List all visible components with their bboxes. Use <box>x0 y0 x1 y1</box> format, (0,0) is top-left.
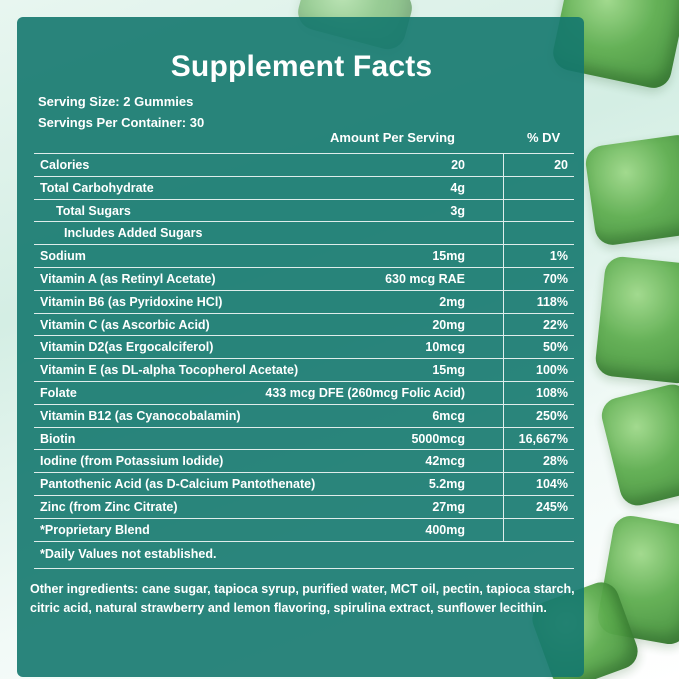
column-divider <box>503 359 504 381</box>
nutrient-amount: 433 mcg DFE (260mcg Folic Acid) <box>265 385 465 400</box>
nutrient-name: Vitamin C (as Ascorbic Acid) <box>40 317 210 332</box>
column-divider <box>503 404 504 427</box>
nutrient-dv: 245% <box>536 499 568 514</box>
nutrient-amount: 27mg <box>432 499 465 514</box>
other-ingredients-label: Other ingredients: <box>30 582 139 596</box>
column-divider <box>503 313 504 336</box>
nutrient-row: Sodium 15mg 1% <box>34 244 574 267</box>
nutrient-row: Iodine (from Potassium Iodide) 42mcg 28% <box>34 449 574 473</box>
nutrient-row: Pantothenic Acid (as D-Calcium Pantothen… <box>34 472 574 495</box>
column-divider <box>503 427 504 450</box>
nutrient-row: Vitamin B6 (as Pyridoxine HCl) 2mg 118% <box>34 289 574 313</box>
nutrient-name: Biotin <box>40 431 76 446</box>
nutrient-amount: 5000mcg <box>411 431 465 446</box>
nutrient-dv: 50% <box>542 340 568 355</box>
nutrient-amount: 10mcg <box>425 340 465 355</box>
nutrient-dv: 104% <box>536 477 568 492</box>
nutrient-row: Biotin 5000mcg 16,667% <box>34 426 574 450</box>
nutrient-dv: 118% <box>536 294 568 309</box>
nutrient-table: Calories 20 20 Total Carbohydrate 4g Total Su… <box>34 153 574 542</box>
amount-column-header: Amount Per Serving <box>330 130 455 145</box>
column-divider <box>503 473 504 495</box>
nutrient-name: Includes Added Sugars <box>64 226 203 241</box>
dv-column-header: % DV <box>527 130 561 145</box>
nutrient-name: Zinc (from Zinc Citrate) <box>40 499 178 514</box>
nutrient-name: Pantothenic Acid (as D-Calcium Pantothen… <box>40 477 316 492</box>
nutrient-dv: 100% <box>536 363 568 378</box>
column-divider <box>503 336 504 359</box>
nutrient-row: Total Sugars 3g <box>34 198 574 222</box>
nutrient-name: Vitamin D2(as Ergocalciferol) <box>40 340 214 355</box>
nutrient-row: Vitamin B12 (as Cyanocobalamin) 6mcg 250% <box>34 403 574 427</box>
nutrient-amount: 6mcg <box>432 408 465 423</box>
nutrient-row: Folate 433 mcg DFE (260mcg Folic Acid) 108… <box>34 380 574 404</box>
gummy-image <box>594 255 679 385</box>
nutrient-amount: 42mcg <box>425 454 465 469</box>
nutrient-dv: 28% <box>542 454 568 469</box>
supplement-facts-panel <box>17 17 584 677</box>
gummy-image <box>583 132 679 248</box>
column-divider <box>503 199 504 222</box>
nutrient-row: Includes Added Sugars <box>34 221 574 245</box>
nutrient-name: Vitamin A (as Retinyl Acetate) <box>40 271 216 286</box>
nutrient-row: Calories 20 20 <box>34 153 574 176</box>
nutrient-amount: 5.2mg <box>428 477 465 492</box>
table-bottom-rule <box>34 540 574 542</box>
column-divider <box>503 290 504 313</box>
nutrient-dv: 70% <box>542 271 568 286</box>
column-divider <box>503 450 504 473</box>
nutrient-dv: 108% <box>536 385 568 400</box>
serving-size: Serving Size: 2 Gummies <box>38 94 194 109</box>
nutrient-amount: 4g <box>450 180 465 195</box>
column-divider <box>503 245 504 267</box>
nutrient-row: Vitamin A (as Retinyl Acetate) 630 mcg RA… <box>34 266 574 290</box>
nutrient-name: Total Sugars <box>56 203 131 218</box>
nutrient-amount: 400mg <box>425 522 465 537</box>
nutrient-name: Vitamin E (as DL-alpha Tocopherol Acetat… <box>40 363 299 378</box>
nutrient-row: Total Carbohydrate 4g <box>34 175 574 199</box>
nutrient-name: Iodine (from Potassium Iodide) <box>40 454 224 469</box>
nutrient-name: Calories <box>40 158 90 172</box>
gummy-image <box>598 380 679 510</box>
nutrient-dv: 250% <box>536 408 568 423</box>
servings-per-container: Servings Per Container: 30 <box>38 115 205 130</box>
nutrient-row: Vitamin D2(as Ergocalciferol) 10mcg 50% <box>34 335 574 359</box>
nutrient-amount: 15mg <box>432 249 465 264</box>
divider <box>34 568 574 569</box>
column-divider <box>503 267 504 290</box>
nutrient-dv: 20 <box>554 158 568 172</box>
nutrient-dv: 22% <box>542 317 568 332</box>
nutrient-row: Vitamin E (as DL-alpha Tocopherol Acetat… <box>34 358 574 381</box>
nutrient-name: *Proprietary Blend <box>40 522 150 537</box>
nutrient-amount: 2mg <box>439 294 465 309</box>
nutrient-dv: 16,667% <box>518 431 568 446</box>
nutrient-amount: 3g <box>450 203 465 218</box>
nutrient-name: Vitamin B6 (as Pyridoxine HCl) <box>40 294 223 309</box>
panel-title: Supplement Facts <box>170 50 433 83</box>
other-ingredients-text: cane sugar, tapioca syrup, purified wate… <box>30 582 575 615</box>
nutrient-row: Vitamin C (as Ascorbic Acid) 20mg 22% <box>34 312 574 336</box>
other-ingredients: Other ingredients: cane sugar, tapioca s… <box>30 580 590 618</box>
column-divider <box>503 154 504 176</box>
column-divider <box>503 495 504 518</box>
nutrient-name: Total Carbohydrate <box>40 180 154 195</box>
nutrient-row: *Proprietary Blend 400mg <box>34 517 574 541</box>
nutrient-name: Vitamin B12 (as Cyanocobalamin) <box>40 408 241 423</box>
nutrient-name: Sodium <box>40 249 86 264</box>
footnote: *Daily Values not established. <box>40 547 217 561</box>
nutrient-amount: 20mg <box>432 317 465 332</box>
column-divider <box>503 176 504 199</box>
nutrient-row: Zinc (from Zinc Citrate) 27mg 245% <box>34 494 574 518</box>
column-divider <box>503 222 504 245</box>
nutrient-amount: 630 mcg RAE <box>385 271 465 286</box>
column-divider <box>503 518 504 541</box>
nutrient-amount: 15mg <box>432 363 465 378</box>
column-divider <box>503 381 504 404</box>
nutrient-dv: 1% <box>549 249 568 264</box>
nutrient-amount: 20 <box>451 158 465 172</box>
nutrient-name: Folate <box>40 385 77 400</box>
